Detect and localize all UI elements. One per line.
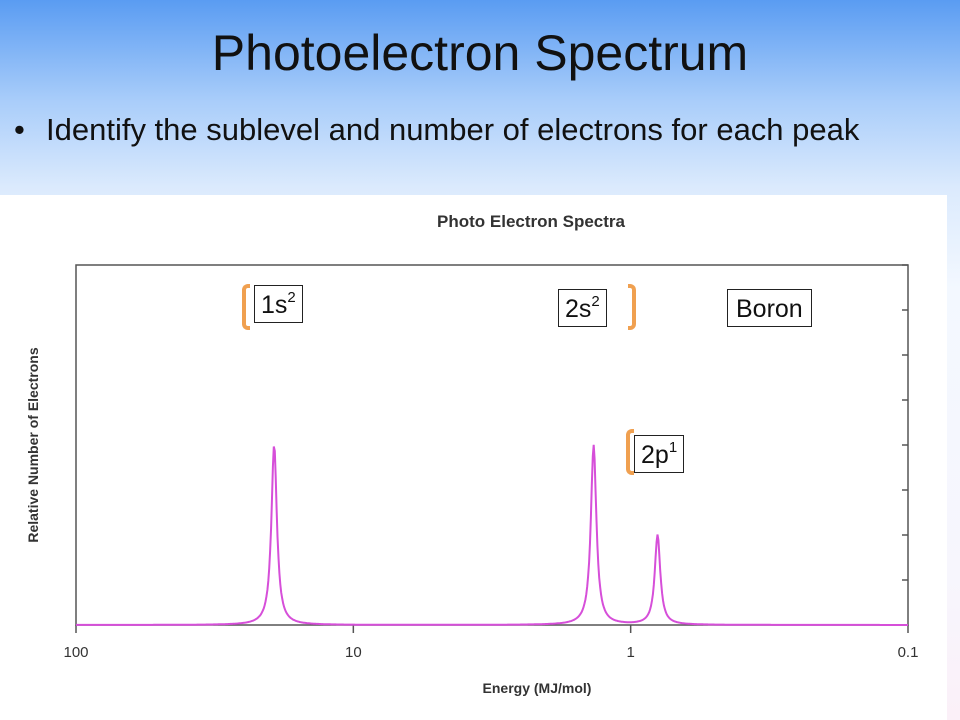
spectrum-line — [76, 444, 908, 626]
peak-label-2p-main: 2p — [641, 441, 669, 469]
x-tick-label-3: 0.1 — [898, 644, 919, 661]
peak-2-bracket — [628, 284, 636, 330]
x-tick-label-1: 10 — [345, 644, 362, 661]
peak-label-1s-sup: 2 — [287, 289, 296, 306]
peak-label-2s-sup: 2 — [591, 293, 600, 310]
peak-label-2s-main: 2s — [565, 295, 592, 323]
element-label-boron: Boron — [727, 289, 812, 327]
x-tick-label-2: 1 — [626, 644, 634, 661]
x-tick-label-0: 100 — [63, 644, 88, 661]
peak-label-2s: 2s2 — [558, 289, 607, 327]
x-axis-label: Energy (MJ/mol) — [483, 680, 592, 696]
peak-label-2p-sup: 1 — [668, 439, 678, 456]
peak-series — [76, 444, 908, 626]
bullet-text: Identify the sublevel and number of elec… — [46, 112, 860, 147]
peak-label-2p: 2p1 — [634, 435, 685, 473]
spectrum-figure: Photo Electron Spectra 100 10 1 0.1 Energy … — [0, 195, 947, 720]
slide-title: Photoelectron Spectrum — [211, 25, 749, 81]
peak-1-bracket — [242, 284, 250, 330]
bullet-point: • Identify the sublevel and number of el… — [14, 108, 894, 152]
chart-title: Photo Electron Spectra — [437, 212, 626, 231]
x-tick-labels: 100 10 1 0.1 — [63, 644, 918, 661]
peak-label-1s-main: 1s — [261, 291, 288, 319]
spectrum-chart: Photo Electron Spectra 100 10 1 0.1 Energy … — [25, 212, 918, 696]
peak-3-bracket — [626, 429, 634, 475]
bullet-dot: • — [14, 112, 25, 147]
y-axis-label: Relative Number of Electrons — [25, 347, 41, 542]
peak-label-1s: 1s2 — [254, 285, 303, 323]
